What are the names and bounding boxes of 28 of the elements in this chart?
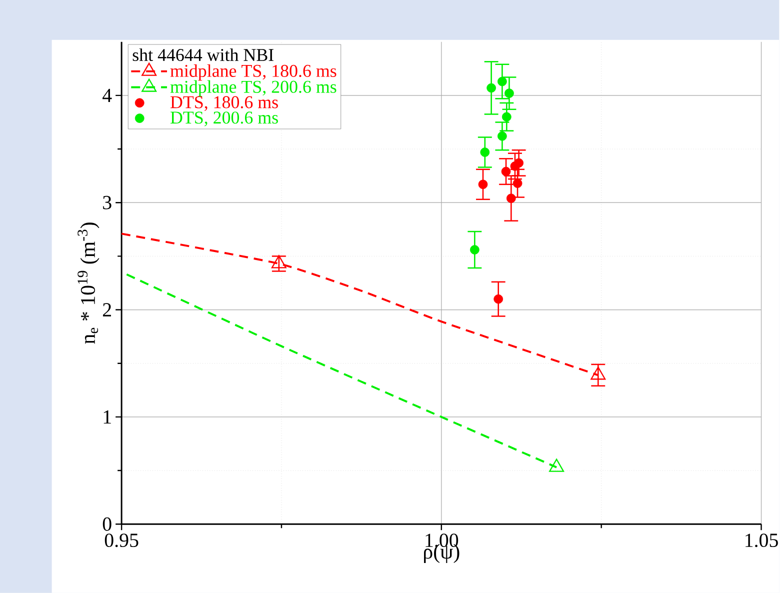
point [486, 83, 496, 93]
point [480, 148, 490, 157]
point [504, 88, 514, 98]
legend-label: DTS, 180.6 ms [170, 96, 278, 111]
point [502, 112, 512, 122]
point [494, 294, 504, 304]
y-axis-title: n$_{e}$ * 10$^{19}$ (m$^{-3}$) [78, 222, 100, 344]
point [501, 166, 511, 176]
x-tick-label: 1.05 [746, 534, 778, 548]
y-tick-label: 4 [102, 88, 112, 102]
point [271, 255, 286, 268]
legend-label: midplane TS, 180.6 ms [170, 64, 336, 81]
point [549, 458, 564, 472]
point [512, 178, 522, 188]
y-tick-label: 2 [102, 303, 111, 316]
point [506, 194, 516, 204]
x-tick-label: 0.95 [104, 534, 138, 548]
point [498, 76, 507, 86]
legend-label: DTS, 200.6 ms [170, 112, 278, 126]
point [498, 132, 507, 141]
y-tick-label: 1 [104, 410, 111, 424]
point [470, 245, 480, 254]
legend-label: midplane TS, 200.6 ms [170, 80, 336, 97]
point [478, 180, 488, 190]
y-tick-label: 0 [102, 517, 112, 531]
legend-title: sht 44644 with NBI [132, 48, 274, 62]
y-tick-label: 3 [103, 196, 112, 210]
point [514, 158, 524, 168]
